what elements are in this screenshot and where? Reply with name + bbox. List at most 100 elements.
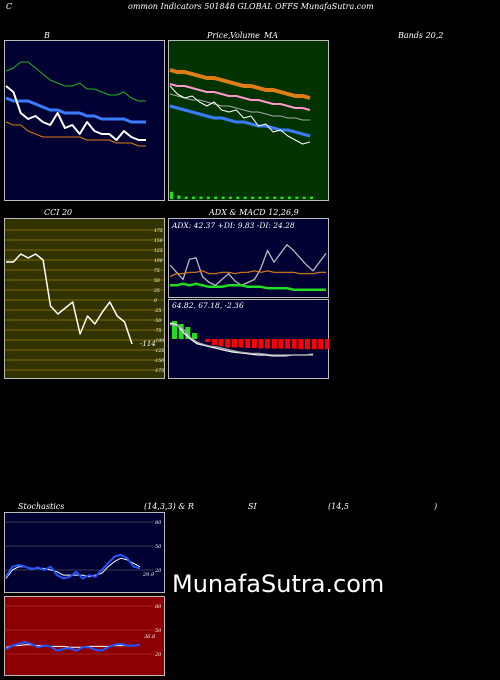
volume-bar	[280, 196, 284, 199]
adx-series-line	[170, 282, 326, 291]
cci-tick-label: -150	[154, 358, 164, 364]
stoch-tick-label: 20	[154, 568, 162, 574]
ma-series-line	[169, 83, 311, 111]
cci-tick-label: 75	[154, 268, 160, 274]
rsi-tick-label: 80	[155, 604, 162, 610]
stoch-tick-label: 80	[155, 520, 162, 526]
price-label: Price,	[207, 31, 231, 40]
macd-chart: 64.82, 67.18, -2.36	[168, 299, 329, 379]
macd-readout: 64.82, 67.18, -2.36	[172, 301, 244, 310]
macd-histogram-bar	[251, 339, 257, 348]
macd-histogram-bar	[265, 339, 271, 349]
adx-readout: ADX: 42.37 +DI: 9.83 -DI: 24.28	[171, 221, 295, 230]
rsi-last-label: 36.8	[144, 634, 155, 640]
volume-bar	[258, 196, 262, 199]
macd-histogram-bar	[231, 339, 237, 348]
cci-tick-label: -75	[154, 328, 161, 334]
price-volume-chart	[168, 40, 329, 201]
bollinger-series-line	[5, 96, 146, 124]
volume-bar	[273, 196, 277, 199]
ma-series-line	[169, 85, 311, 145]
macd-histogram-bar	[285, 339, 291, 349]
cci-label: CCI 20	[44, 208, 73, 217]
cci-tick-label: 25	[153, 288, 160, 294]
macd-series-line	[169, 323, 313, 356]
macd-histogram-bar	[218, 339, 224, 347]
macd-histogram-bar	[291, 339, 297, 349]
macd-histogram-bar	[278, 339, 284, 349]
watermark: MunafaSutra.com	[172, 570, 385, 598]
bollinger-series-line	[5, 61, 146, 102]
volume-bar	[221, 196, 225, 199]
macd-histogram-bar	[185, 327, 191, 339]
bollinger-label: B	[44, 31, 50, 40]
volume-label: Volume	[230, 31, 260, 40]
stoch-last-label: 29.9	[142, 572, 155, 578]
bands-label: Bands 20,2	[398, 31, 444, 40]
panel-background	[168, 40, 329, 201]
stoch-tick-label: 50	[155, 544, 162, 550]
macd-histogram-bar	[192, 333, 197, 339]
ma-series-line	[169, 104, 311, 138]
adx-series-line	[169, 244, 327, 286]
rsi-params-label: (14,5	[328, 502, 349, 511]
cci-tick-label: -25	[154, 308, 161, 314]
volume-bar	[251, 196, 255, 199]
rsi-chart: 80 50 20 36.8	[4, 596, 165, 676]
volume-bar	[177, 195, 181, 199]
ma-series-line	[169, 68, 311, 100]
volume-bar	[302, 196, 306, 199]
bollinger-chart	[4, 40, 165, 201]
adx-series-line	[169, 270, 326, 278]
macd-histogram-bar	[318, 339, 324, 350]
ma-series-line	[169, 93, 310, 121]
volume-bar	[287, 196, 291, 199]
volume-bar	[236, 196, 240, 199]
bollinger-series-line	[5, 85, 146, 141]
rsi-tick-label: 20	[154, 652, 162, 658]
panel-background	[4, 512, 165, 593]
cci-tick-label: -50	[154, 318, 161, 324]
macd-histogram-bar	[225, 339, 231, 348]
cci-tick-label: -175	[154, 368, 164, 374]
volume-bar	[192, 196, 196, 199]
macd-histogram-bar	[271, 339, 277, 349]
macd-histogram-bar	[325, 339, 329, 350]
cci-tick-label: 50	[154, 278, 160, 284]
ma-label: MA	[264, 31, 278, 40]
volume-bar	[214, 196, 218, 199]
volume-bar	[310, 196, 313, 199]
cci-tick-label: -100	[154, 338, 164, 344]
volume-bar	[295, 196, 299, 199]
macd-histogram-bar	[298, 339, 304, 350]
cci-chart: 175 150 125 100 75 50 25 0 -25 -50 -75 -100 -125 -150…	[4, 218, 165, 379]
rsi-tick-label: 50	[155, 628, 162, 634]
volume-bar	[170, 191, 173, 199]
macd-histogram-bar	[178, 324, 184, 339]
macd-histogram-bar	[245, 339, 251, 348]
volume-bar	[243, 196, 247, 199]
volume-bar	[265, 196, 269, 199]
cci-last-label: -114	[140, 340, 156, 348]
cci-tick-label: 0	[154, 298, 157, 304]
rsi-line	[5, 641, 141, 652]
macd-histogram-bar	[205, 339, 211, 342]
macd-histogram-bar	[238, 339, 244, 348]
header-title: ommon Indicators 501848 GLOBAL OFFS Muna…	[128, 2, 374, 11]
macd-histogram-bar	[211, 339, 217, 345]
stoch-k-line	[5, 553, 141, 580]
adx-macd-label: ADX & MACD 12,26,9	[209, 208, 299, 217]
cci-tick-label: 175	[154, 228, 163, 234]
volume-bar	[199, 196, 203, 199]
rsi-close-label: )	[434, 502, 438, 511]
macd-histogram-bar	[258, 339, 264, 349]
rsi-label: SI	[248, 502, 257, 511]
cci-tick-label: 100	[154, 258, 163, 264]
volume-bar	[184, 196, 188, 199]
cci-tick-label: 150	[154, 238, 163, 244]
adx-chart: ADX: 42.37 +DI: 9.83 -DI: 24.28	[168, 218, 329, 298]
cci-tick-label: 125	[154, 248, 163, 254]
volume-bar	[206, 196, 210, 199]
macd-histogram-bar	[305, 339, 310, 350]
